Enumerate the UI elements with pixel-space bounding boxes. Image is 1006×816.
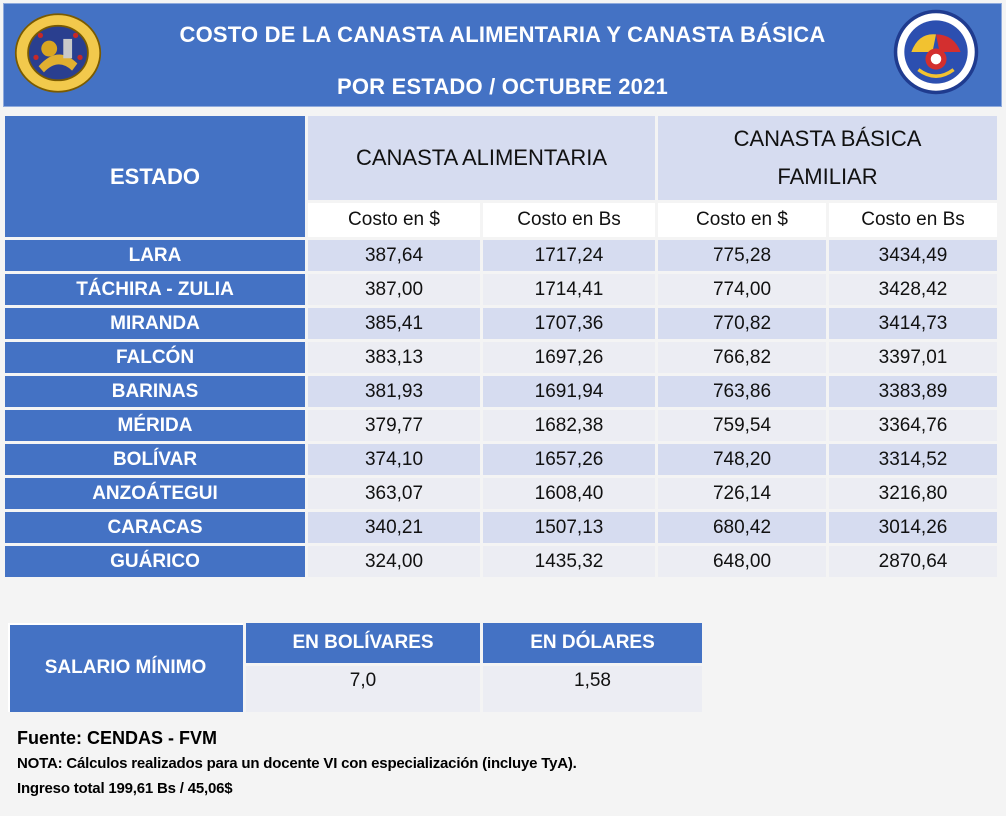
alim-bs-cell: 1714,41 bbox=[483, 274, 655, 305]
bas-bs-cell: 3216,80 bbox=[829, 478, 997, 509]
table-row: BOLÍVAR 374,10 1657,26 748,20 3314,52 bbox=[5, 444, 997, 475]
estado-cell: TÁCHIRA - ZULIA bbox=[5, 274, 305, 305]
table-row: LARA 387,64 1717,24 775,28 3434,49 bbox=[5, 240, 997, 271]
estado-cell: FALCÓN bbox=[5, 342, 305, 373]
alim-bs-cell: 1608,40 bbox=[483, 478, 655, 509]
alim-usd-cell: 374,10 bbox=[308, 444, 480, 475]
estado-cell: BOLÍVAR bbox=[5, 444, 305, 475]
alim-usd-cell: 385,41 bbox=[308, 308, 480, 339]
source-note: Fuente: CENDAS - FVM bbox=[17, 728, 217, 748]
asociacion-logo-icon bbox=[893, 9, 979, 95]
bas-usd-cell: 763,86 bbox=[658, 376, 826, 407]
alim-bs-cell: 1435,32 bbox=[483, 546, 655, 577]
bas-usd-cell: 770,82 bbox=[658, 308, 826, 339]
bas-bs-cell: 3314,52 bbox=[829, 444, 997, 475]
table-row: CARACAS 340,21 1507,13 680,42 3014,26 bbox=[5, 512, 997, 543]
alim-usd-cell: 383,13 bbox=[308, 342, 480, 373]
salario-minimo-table: SALARIO MÍNIMO EN BOLÍVARES EN DÓLARES 7… bbox=[5, 620, 705, 715]
footnotes: Fuente: CENDAS - FVM NOTA: Cálculos real… bbox=[17, 728, 577, 805]
table-row: TÁCHIRA - ZULIA 387,00 1714,41 774,00 34… bbox=[5, 274, 997, 305]
estado-cell: CARACAS bbox=[5, 512, 305, 543]
alim-bs-cell: 1697,26 bbox=[483, 342, 655, 373]
salario-dolares-value: 1,58 bbox=[483, 666, 702, 712]
table-row: BARINAS 381,93 1691,94 763,86 3383,89 bbox=[5, 376, 997, 407]
title-banner: COSTO DE LA CANASTA ALIMENTARIA Y CANAST… bbox=[3, 3, 1002, 107]
movimiento-educadores-logo-icon bbox=[14, 13, 102, 93]
canasta-table: ESTADO CANASTA ALIMENTARIA CANASTA BÁSIC… bbox=[2, 113, 1000, 580]
bas-bs-cell: 3414,73 bbox=[829, 308, 997, 339]
alim-bs-cell: 1507,13 bbox=[483, 512, 655, 543]
canasta-alimentaria-header: CANASTA ALIMENTARIA bbox=[308, 116, 655, 200]
bas-bs-cell: 3014,26 bbox=[829, 512, 997, 543]
sub-header-alim-usd: Costo en $ bbox=[308, 203, 480, 237]
bas-bs-cell: 3397,01 bbox=[829, 342, 997, 373]
title-line-1: COSTO DE LA CANASTA ALIMENTARIA Y CANAST… bbox=[179, 22, 826, 47]
bas-bs-cell: 3434,49 bbox=[829, 240, 997, 271]
canasta-basica-header: CANASTA BÁSICA FAMILIAR bbox=[658, 116, 997, 200]
salario-minimo-label: SALARIO MÍNIMO bbox=[8, 623, 243, 712]
table-row: GUÁRICO 324,00 1435,32 648,00 2870,64 bbox=[5, 546, 997, 577]
bas-bs-cell: 3364,76 bbox=[829, 410, 997, 441]
estado-cell: ANZOÁTEGUI bbox=[5, 478, 305, 509]
alim-bs-cell: 1657,26 bbox=[483, 444, 655, 475]
alim-bs-cell: 1717,24 bbox=[483, 240, 655, 271]
canasta-basica-line2: FAMILIAR bbox=[777, 164, 878, 189]
estado-header: ESTADO bbox=[5, 116, 305, 237]
bas-bs-cell: 2870,64 bbox=[829, 546, 997, 577]
bas-bs-cell: 3428,42 bbox=[829, 274, 997, 305]
bas-usd-cell: 775,28 bbox=[658, 240, 826, 271]
en-dolares-header: EN DÓLARES bbox=[483, 623, 702, 663]
sub-header-alim-bs: Costo en Bs bbox=[483, 203, 655, 237]
table-row: ANZOÁTEGUI 363,07 1608,40 726,14 3216,80 bbox=[5, 478, 997, 509]
bas-usd-cell: 766,82 bbox=[658, 342, 826, 373]
alim-bs-cell: 1707,36 bbox=[483, 308, 655, 339]
alim-usd-cell: 340,21 bbox=[308, 512, 480, 543]
alim-usd-cell: 379,77 bbox=[308, 410, 480, 441]
en-bolivares-header: EN BOLÍVARES bbox=[246, 623, 480, 663]
alim-usd-cell: 387,64 bbox=[308, 240, 480, 271]
estado-cell: LARA bbox=[5, 240, 305, 271]
bas-usd-cell: 748,20 bbox=[658, 444, 826, 475]
bas-usd-cell: 648,00 bbox=[658, 546, 826, 577]
table-row: MÉRIDA 379,77 1682,38 759,54 3364,76 bbox=[5, 410, 997, 441]
alim-usd-cell: 324,00 bbox=[308, 546, 480, 577]
canasta-basica-line1: CANASTA BÁSICA bbox=[733, 126, 922, 151]
estado-cell: BARINAS bbox=[5, 376, 305, 407]
alim-bs-cell: 1691,94 bbox=[483, 376, 655, 407]
estado-cell: MÉRIDA bbox=[5, 410, 305, 441]
alim-usd-cell: 381,93 bbox=[308, 376, 480, 407]
sub-header-bas-usd: Costo en $ bbox=[658, 203, 826, 237]
salario-bolivares-value: 7,0 bbox=[246, 666, 480, 712]
alim-usd-cell: 387,00 bbox=[308, 274, 480, 305]
bas-usd-cell: 680,42 bbox=[658, 512, 826, 543]
alim-bs-cell: 1682,38 bbox=[483, 410, 655, 441]
title-line-2: POR ESTADO / OCTUBRE 2021 bbox=[337, 74, 668, 99]
estado-cell: GUÁRICO bbox=[5, 546, 305, 577]
bas-usd-cell: 726,14 bbox=[658, 478, 826, 509]
bas-bs-cell: 3383,89 bbox=[829, 376, 997, 407]
table-row: FALCÓN 383,13 1697,26 766,82 3397,01 bbox=[5, 342, 997, 373]
ingreso-note: Ingreso total 199,61 Bs / 45,06$ bbox=[17, 780, 233, 797]
estado-cell: MIRANDA bbox=[5, 308, 305, 339]
nota-note: NOTA: Cálculos realizados para un docent… bbox=[17, 755, 577, 772]
sub-header-bas-bs: Costo en Bs bbox=[829, 203, 997, 237]
bas-usd-cell: 774,00 bbox=[658, 274, 826, 305]
bas-usd-cell: 759,54 bbox=[658, 410, 826, 441]
alim-usd-cell: 363,07 bbox=[308, 478, 480, 509]
table-row: MIRANDA 385,41 1707,36 770,82 3414,73 bbox=[5, 308, 997, 339]
